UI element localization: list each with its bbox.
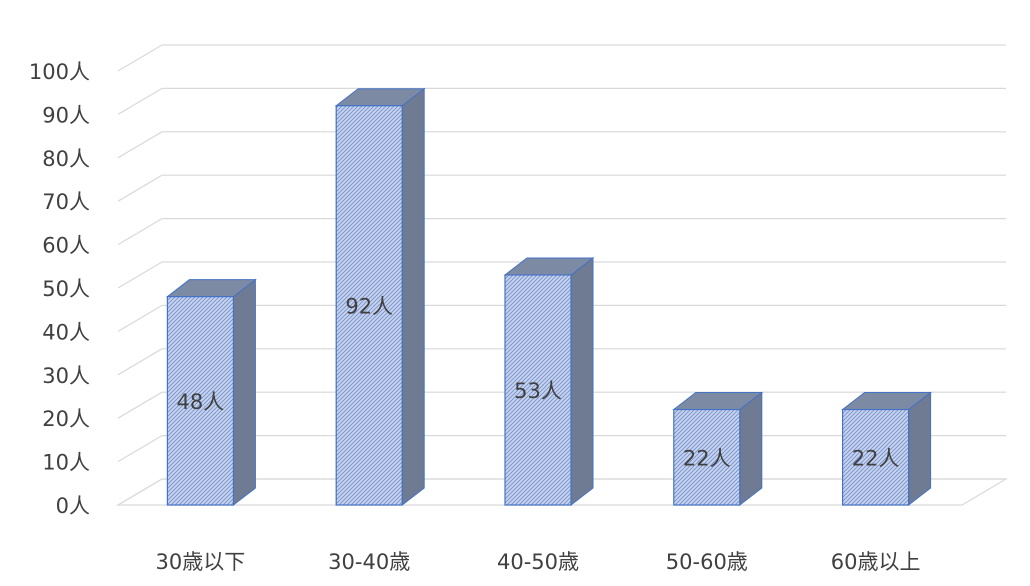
bar-side [570, 256, 594, 507]
bar: 53人 [503, 256, 595, 507]
y-tick-label: 90人 [42, 103, 90, 127]
gridline [117, 218, 1006, 246]
y-tick-label: 0人 [56, 494, 90, 518]
gridline [117, 131, 1006, 159]
y-tick-label: 60人 [42, 234, 90, 258]
data-label: 22人 [852, 446, 900, 470]
bars: 48人 92人 53人 22人 22人 [165, 87, 933, 507]
y-tick-label: 20人 [42, 407, 90, 431]
y-tick-label: 70人 [42, 190, 90, 214]
x-category-label: 60歳以上 [831, 550, 921, 574]
x-category-label: 50-60歳 [666, 550, 748, 574]
bar-side [232, 278, 256, 507]
y-tick-label: 80人 [42, 147, 90, 171]
bar: 92人 [334, 87, 426, 507]
bar-front [504, 274, 572, 506]
y-tick-label: 40人 [42, 320, 90, 344]
gridline [117, 87, 1006, 115]
x-category-label: 30歳以下 [156, 550, 246, 574]
bar-side [908, 391, 932, 507]
data-label: 48人 [177, 390, 225, 414]
y-tick-label: 50人 [42, 277, 90, 301]
bar: 48人 [165, 278, 257, 507]
y-tick-label: 30人 [42, 364, 90, 388]
bar-side [401, 87, 425, 507]
gridline [117, 44, 1006, 72]
x-category-label: 30-40歳 [328, 550, 410, 574]
y-tick-label: 100人 [29, 60, 90, 84]
gridline [117, 174, 1006, 202]
x-category-label: 40-50歳 [497, 550, 579, 574]
bar: 22人 [672, 391, 764, 507]
bar-front [841, 408, 910, 506]
bar-front [335, 105, 403, 506]
data-label: 92人 [345, 294, 393, 318]
data-label: 22人 [683, 446, 731, 470]
bar: 22人 [841, 391, 933, 507]
bar-side [739, 391, 763, 507]
bar-front [673, 408, 741, 506]
x-axis-category-labels: 30歳以下 30-40歳 40-50歳 50-60歳 60歳以上 [156, 550, 921, 574]
y-tick-label: 10人 [42, 451, 90, 475]
bar-front [166, 296, 234, 506]
y-axis-tick-labels: 0人 10人 20人 30人 40人 50人 60人 70人 80人 90人 100人 [29, 60, 90, 518]
data-label: 53人 [514, 379, 562, 403]
